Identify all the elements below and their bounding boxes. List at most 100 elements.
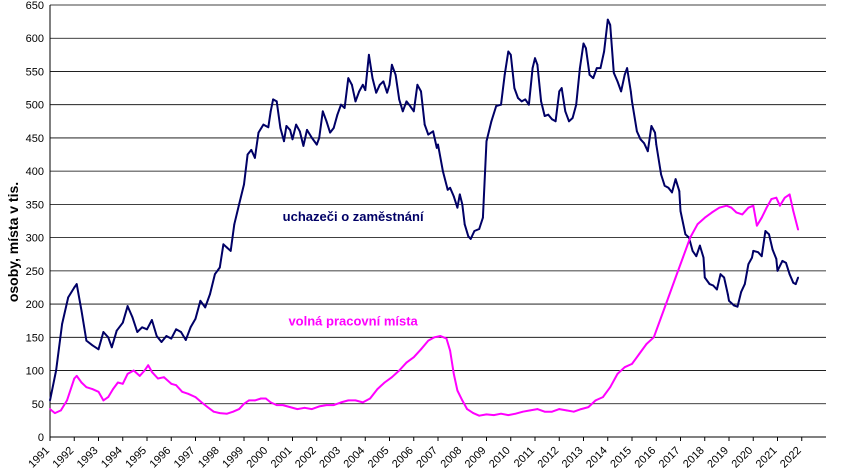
data-point — [336, 113, 339, 116]
data-point — [439, 335, 442, 337]
data-point — [110, 346, 113, 349]
data-point — [420, 90, 422, 93]
data-point — [376, 388, 379, 391]
data-point — [354, 399, 357, 402]
data-point — [752, 250, 755, 252]
data-point — [295, 123, 298, 126]
data-point — [741, 213, 744, 216]
y-tick-label: 0 — [38, 432, 44, 444]
data-point — [243, 183, 245, 186]
data-point — [558, 408, 561, 410]
data-point — [783, 196, 786, 199]
data-point — [226, 246, 228, 249]
data-point — [298, 130, 301, 133]
data-point — [620, 90, 622, 93]
data-point — [551, 118, 553, 121]
x-tick-label: 1999 — [220, 445, 246, 471]
data-point — [623, 73, 626, 76]
data-point — [764, 230, 767, 232]
data-point — [329, 131, 331, 134]
data-point — [75, 283, 78, 286]
data-point — [718, 206, 721, 209]
data-point — [755, 224, 758, 227]
data-point — [715, 288, 718, 291]
data-point — [102, 399, 105, 402]
data-point — [571, 117, 574, 119]
data-point — [507, 414, 510, 416]
data-point — [412, 110, 415, 113]
data-point — [747, 263, 750, 266]
data-point — [49, 408, 51, 410]
data-point — [695, 255, 698, 258]
data-point — [85, 339, 88, 342]
data-point — [303, 406, 306, 409]
data-point — [232, 410, 234, 413]
x-tick-label: 1995 — [123, 445, 149, 471]
data-point — [771, 248, 774, 251]
data-point — [711, 211, 713, 214]
data-point — [281, 404, 284, 406]
data-point — [757, 251, 759, 254]
data-point — [528, 103, 530, 106]
data-point — [115, 329, 118, 332]
data-point — [302, 144, 305, 147]
data-point — [671, 191, 673, 194]
data-point — [340, 401, 342, 404]
x-tick-label: 2017 — [657, 445, 683, 471]
data-point — [394, 73, 397, 76]
data-point — [452, 195, 455, 198]
data-point — [369, 397, 371, 400]
data-point — [371, 77, 374, 80]
data-point — [175, 384, 178, 387]
data-point — [343, 107, 346, 109]
data-point — [254, 156, 256, 159]
data-point — [187, 392, 190, 395]
data-point — [446, 188, 449, 191]
data-point — [500, 103, 502, 106]
y-tick-label: 500 — [26, 100, 44, 112]
data-point — [383, 381, 386, 384]
data-point — [412, 356, 415, 359]
data-point — [794, 283, 797, 286]
data-point — [150, 370, 153, 373]
data-point — [138, 374, 141, 377]
data-point — [262, 123, 265, 126]
data-point — [121, 382, 124, 385]
data-point — [306, 129, 308, 131]
data-point — [126, 372, 129, 375]
data-point — [684, 233, 687, 236]
data-point — [382, 80, 385, 83]
data-point — [467, 235, 470, 238]
data-point — [143, 369, 146, 372]
x-tick-label: 2009 — [463, 445, 489, 471]
data-point — [543, 410, 546, 413]
data-point — [652, 336, 655, 339]
y-axis-title: osoby, místa v tis. — [5, 182, 21, 302]
data-point — [732, 304, 735, 307]
data-point — [645, 343, 648, 345]
data-point — [80, 381, 83, 384]
data-point — [107, 336, 110, 339]
data-point — [175, 328, 178, 331]
data-point — [66, 399, 68, 402]
data-point — [325, 404, 328, 406]
data-point — [792, 210, 795, 212]
data-point — [719, 273, 722, 276]
data-point — [674, 178, 677, 181]
data-point — [283, 140, 285, 143]
data-point — [775, 196, 778, 199]
y-tick-label: 100 — [26, 366, 44, 378]
data-point — [358, 90, 361, 93]
data-point — [490, 120, 493, 123]
data-point — [703, 216, 706, 219]
x-tick-label: 1994 — [99, 445, 125, 471]
data-point — [147, 364, 150, 367]
y-axis-ticks: 0 50 100 150 200 250 300 350 400 450 500 550 600 650 — [26, 0, 44, 444]
data-point — [629, 90, 632, 93]
x-tick-label: 1997 — [172, 445, 198, 471]
data-point — [760, 255, 763, 258]
data-point — [781, 259, 784, 262]
x-tick-label: 2006 — [390, 445, 416, 471]
data-point — [398, 369, 401, 372]
